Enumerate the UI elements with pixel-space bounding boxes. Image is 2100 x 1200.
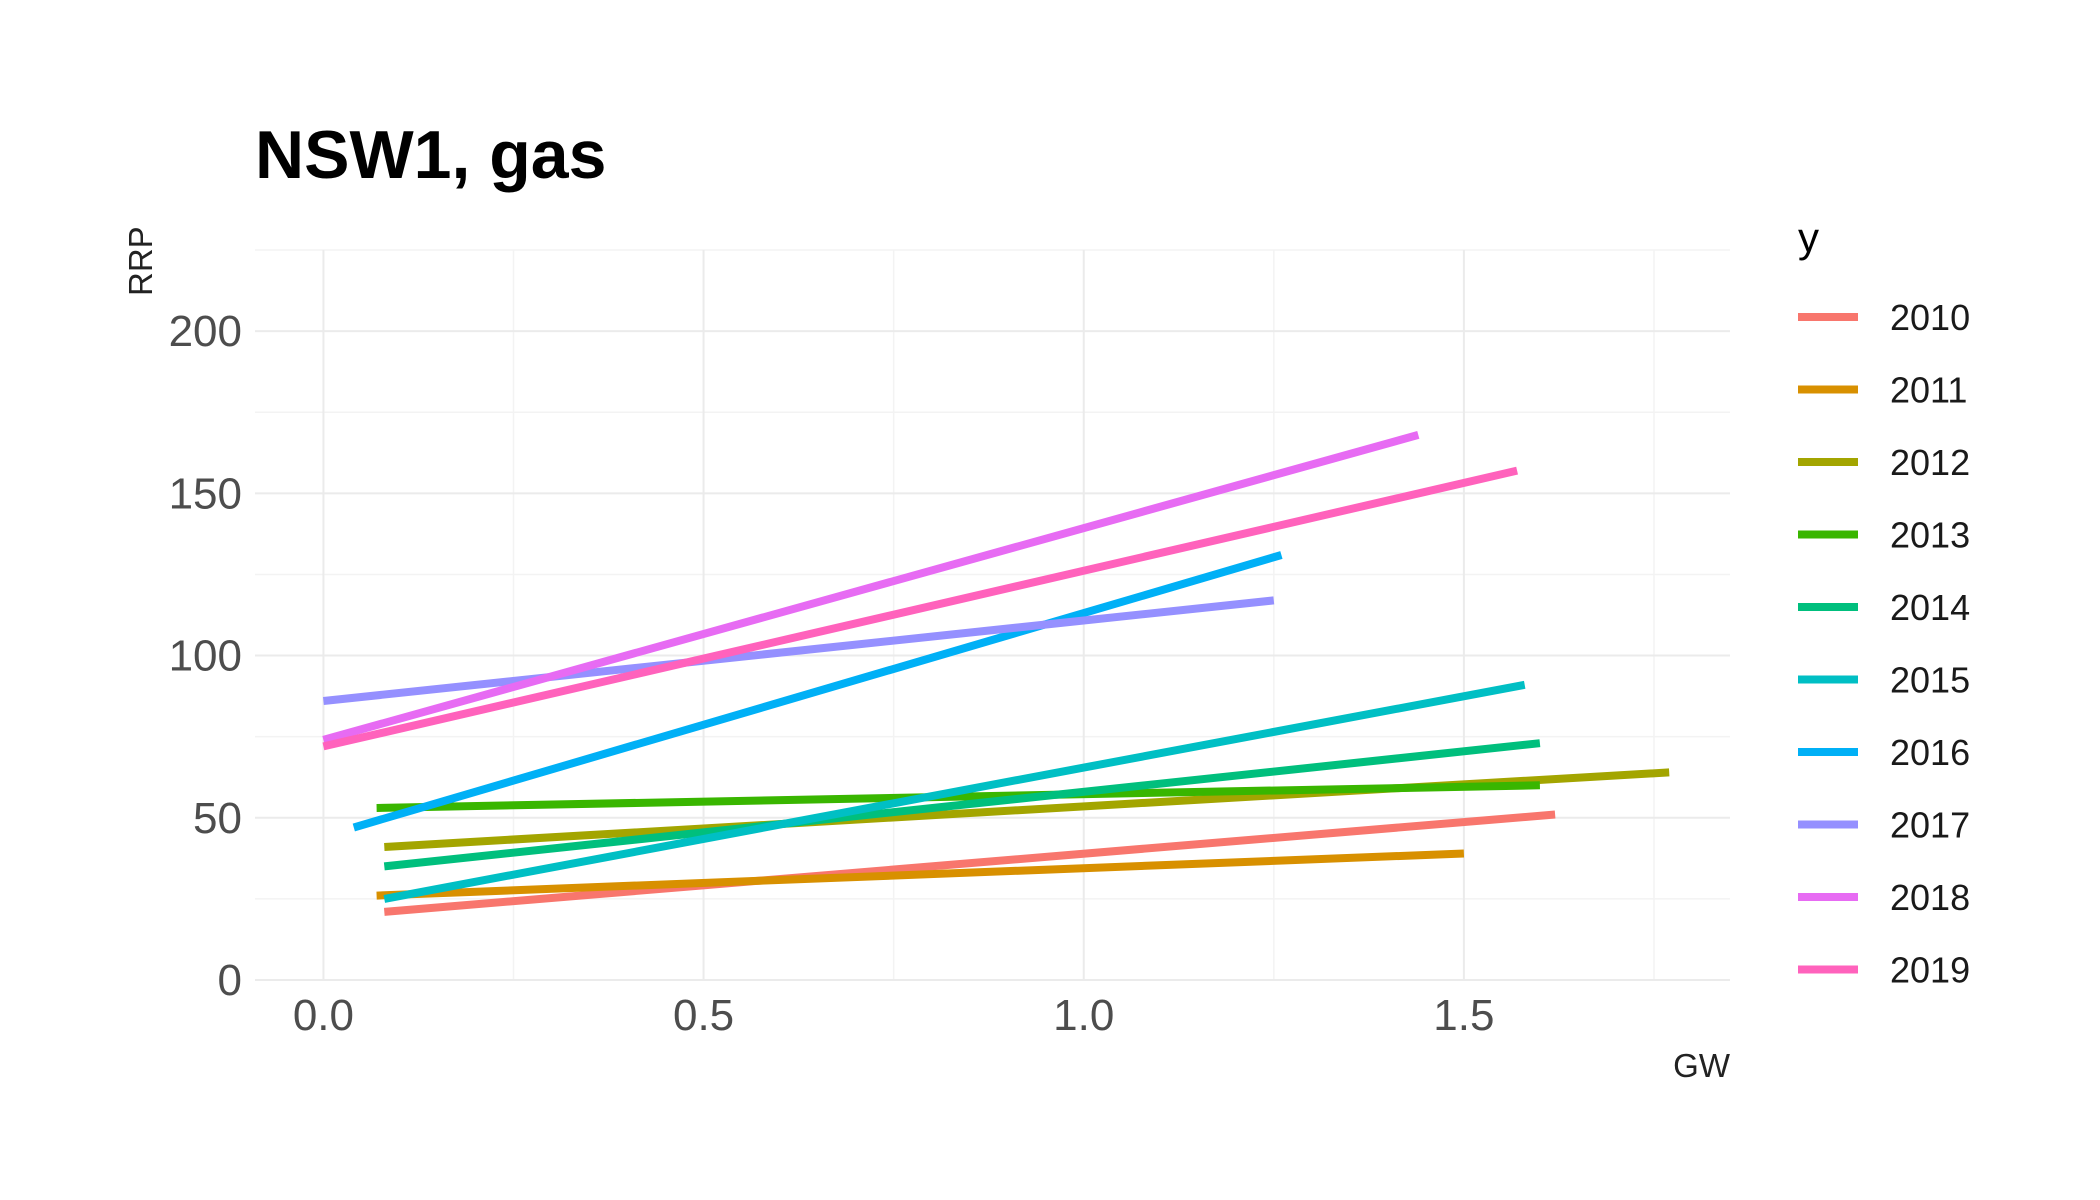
series-line-2016 (352, 551, 1283, 832)
x-axis-title: GW (1673, 1047, 1731, 1084)
series-line-2017 (322, 596, 1275, 705)
series-line-2019 (322, 466, 1519, 751)
x-tick-label: 1.5 (1433, 991, 1494, 1040)
series-line-2014 (383, 739, 1541, 871)
legend-title: y (1798, 214, 1819, 261)
legend-label-2011: 2011 (1890, 370, 1967, 411)
legend: y 2010 2011 2012 2013 2014 2015 2016 2017 2018 20… (1798, 214, 1970, 991)
legend-label-2018: 2018 (1890, 877, 1970, 918)
legend-label-2014: 2014 (1890, 587, 1970, 628)
series-line-2013 (376, 781, 1540, 812)
legend-label-2015: 2015 (1890, 660, 1970, 701)
x-tick-label: 0.0 (293, 991, 354, 1040)
y-axis-title: RRP (122, 226, 159, 296)
y-tick-label: 50 (193, 794, 242, 843)
y-tick-label: 0 (218, 956, 242, 1005)
grid (255, 249, 1730, 981)
x-tick-label: 1.0 (1053, 991, 1114, 1040)
y-tick-label: 100 (169, 632, 242, 681)
series-line-2010 (383, 810, 1556, 916)
legend-label-2013: 2013 (1890, 515, 1970, 556)
series-line-2011 (376, 849, 1465, 900)
x-axis-tick-labels: 0.0 0.5 1.0 1.5 (293, 991, 1495, 1040)
legend-label-2019: 2019 (1890, 950, 1970, 991)
series-lines (322, 431, 1670, 916)
legend-label-2016: 2016 (1890, 732, 1970, 773)
y-axis-tick-labels: 0 50 100 150 200 (169, 307, 242, 1005)
series-line-2015 (383, 680, 1526, 903)
y-tick-label: 150 (169, 469, 242, 518)
legend-label-2012: 2012 (1890, 442, 1970, 483)
x-tick-label: 0.5 (673, 991, 734, 1040)
legend-label-2017: 2017 (1890, 805, 1970, 846)
y-tick-label: 200 (169, 307, 242, 356)
series-line-2018 (322, 431, 1420, 744)
chart-title: NSW1, gas (255, 117, 606, 193)
legend-label-2010: 2010 (1890, 297, 1970, 338)
